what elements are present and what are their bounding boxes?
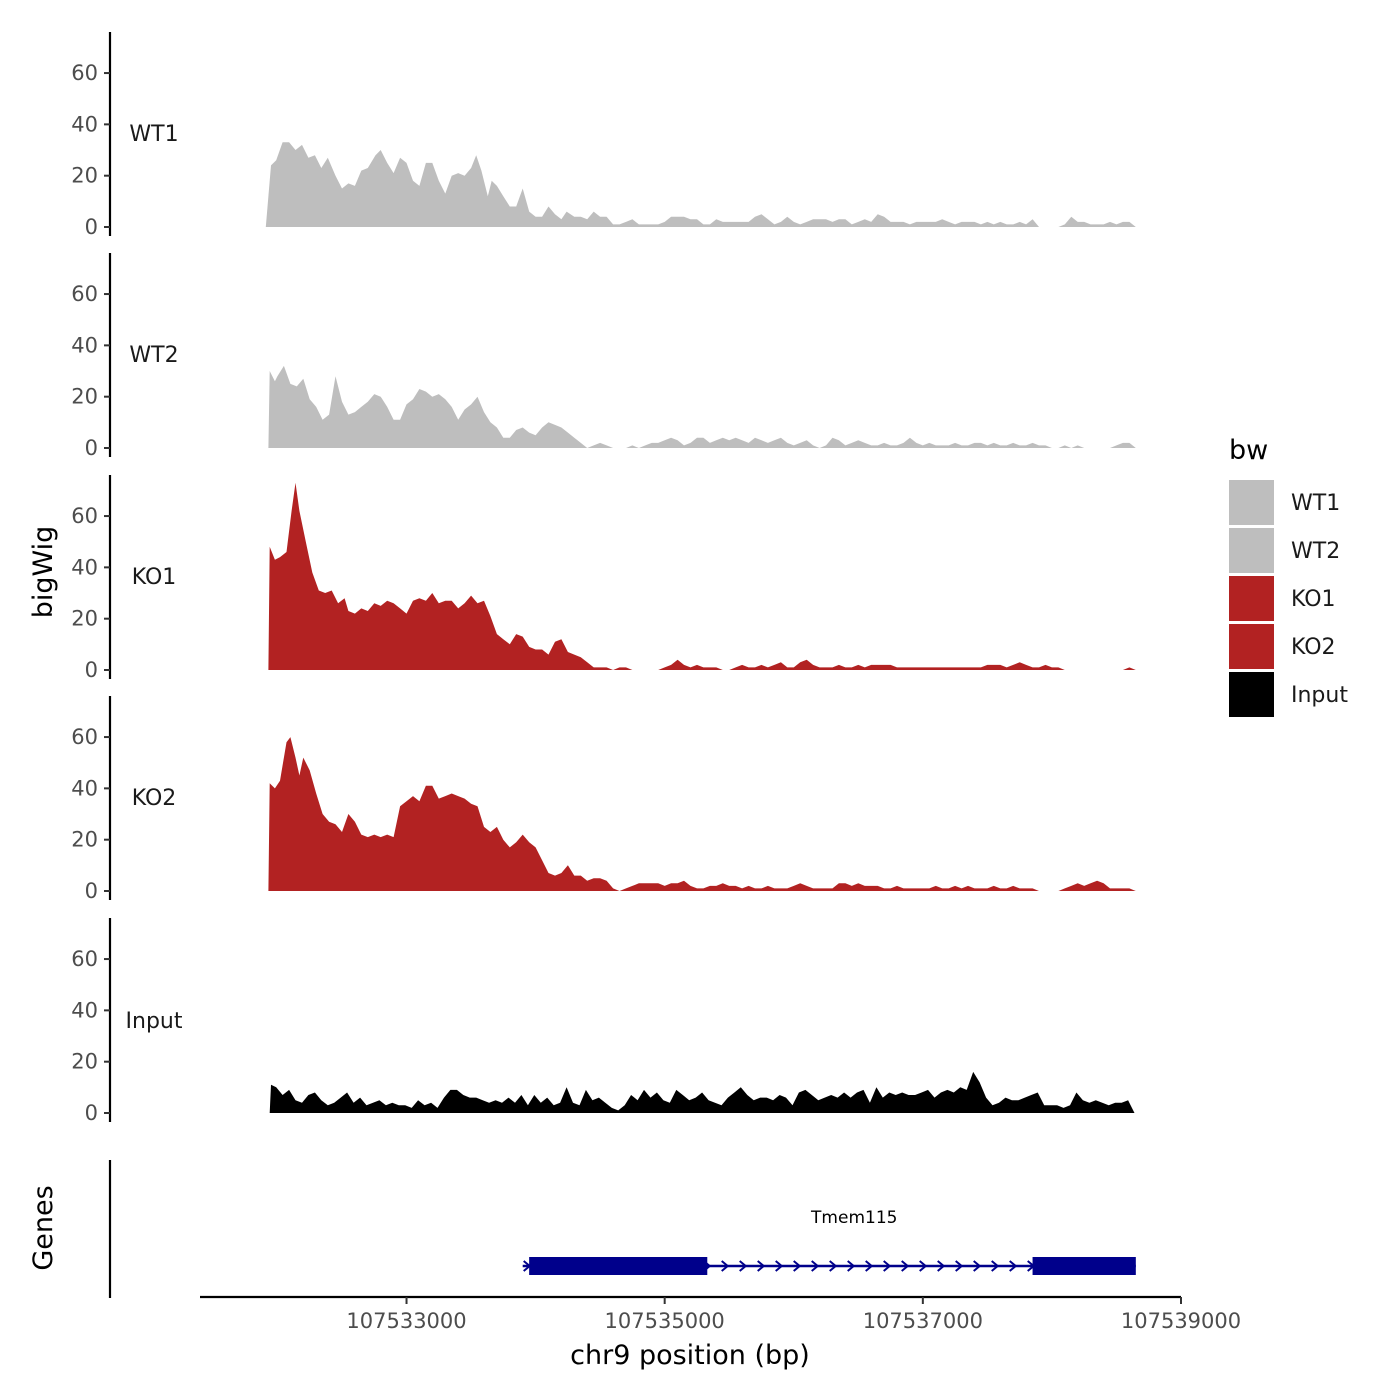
- strand-arrow: [1009, 1260, 1018, 1272]
- y-tick-label: 60: [71, 947, 98, 971]
- genes-layer: Tmem115: [108, 1160, 1136, 1298]
- legend-label: WT2: [1291, 539, 1340, 564]
- gene-name-label: Tmem115: [810, 1208, 897, 1228]
- x-tick-label: 107533000: [346, 1309, 466, 1333]
- strand-arrow: [721, 1260, 730, 1272]
- legend: bw WT1 WT2 KO1 KO2 Input: [1229, 435, 1348, 717]
- legend-entry-wt1: WT1: [1229, 480, 1340, 525]
- strand-arrow: [973, 1260, 982, 1272]
- track-ko2: 0 20 40 60 KO2: [71, 696, 1136, 903]
- y-tick-label: 20: [71, 828, 98, 852]
- y-tick-label: 40: [71, 998, 98, 1022]
- y-tick-label: 40: [71, 112, 98, 136]
- strand-arrow: [757, 1260, 766, 1272]
- strand-arrow: [775, 1260, 784, 1272]
- strand-arrow: [811, 1260, 820, 1272]
- strand-arrow: [901, 1260, 910, 1272]
- strand-arrow: [919, 1260, 928, 1272]
- track-label: WT1: [129, 122, 178, 147]
- strand-arrow: [739, 1260, 748, 1272]
- strand-arrow: [829, 1260, 838, 1272]
- y-tick-label: 0: [85, 436, 98, 460]
- legend-swatch: [1229, 624, 1274, 669]
- x-tick-label: 107535000: [605, 1309, 725, 1333]
- track-wt1: 0 20 40 60 WT1: [71, 32, 1136, 239]
- y-tick-label: 40: [71, 555, 98, 579]
- strand-arrow: [937, 1260, 946, 1272]
- y-tick-label: 60: [71, 61, 98, 85]
- exon: [529, 1257, 708, 1275]
- strand-arrow: [991, 1260, 1000, 1272]
- coverage-area-wt1: [265, 142, 1136, 227]
- y-tick-label: 20: [71, 607, 98, 631]
- gene-tmem115: Tmem115: [522, 1208, 1136, 1275]
- legend-swatch: [1229, 528, 1274, 573]
- x-tick-label: 107539000: [1121, 1309, 1241, 1333]
- legend-entry-ko1: KO1: [1229, 576, 1336, 621]
- y-tick-label: 20: [71, 1050, 98, 1074]
- genes-axis-title: Genes: [28, 1185, 59, 1270]
- exon: [1032, 1257, 1136, 1275]
- track-ko1: 0 20 40 60 KO1: [71, 475, 1136, 682]
- track-label: KO2: [132, 786, 177, 811]
- legend-label: KO1: [1291, 587, 1336, 612]
- y-tick-label: 40: [71, 776, 98, 800]
- y-tick-label: 60: [71, 282, 98, 306]
- coverage-area-ko1: [268, 482, 1136, 670]
- legend-label: KO2: [1291, 635, 1336, 660]
- strand-arrow: [955, 1260, 964, 1272]
- y-tick-label: 20: [71, 385, 98, 409]
- legend-entry-wt2: WT2: [1229, 528, 1340, 573]
- legend-entry-input: Input: [1229, 672, 1348, 717]
- coverage-area-ko2: [268, 737, 1136, 891]
- y-tick-label: 40: [71, 333, 98, 357]
- legend-swatch: [1229, 480, 1274, 525]
- track-wt2: 0 20 40 60 WT2: [71, 253, 1136, 460]
- track-input: 0 20 40 60 Input: [71, 918, 1135, 1125]
- track-label: WT2: [129, 343, 178, 368]
- x-axis: 107533000 107535000 107537000 107539000: [200, 1295, 1241, 1333]
- legend-swatch: [1229, 672, 1274, 717]
- y-tick-label: 20: [71, 164, 98, 188]
- y-tick-label: 0: [85, 215, 98, 239]
- strand-arrow: [847, 1260, 856, 1272]
- y-tick-label: 0: [85, 879, 98, 903]
- tracks-layer: 0 20 40 60 WT1 0 20 40 60 WT2 0 20 40 60 KO1 0 20 40 60 KO2…: [71, 32, 1136, 1125]
- y-tick-label: 0: [85, 1101, 98, 1125]
- legend-title: bw: [1229, 435, 1268, 466]
- strand-arrow: [883, 1260, 892, 1272]
- strand-arrow: [793, 1260, 802, 1272]
- y-tick-label: 60: [71, 504, 98, 528]
- strand-arrow: [865, 1260, 874, 1272]
- legend-label: WT1: [1291, 491, 1340, 516]
- x-tick-label: 107537000: [863, 1309, 983, 1333]
- x-axis-title: chr9 position (bp): [570, 1340, 810, 1371]
- y-tick-label: 0: [85, 658, 98, 682]
- legend-label: Input: [1291, 683, 1348, 708]
- track-label: Input: [126, 1009, 183, 1034]
- y-axis-title: bigWig: [28, 526, 59, 619]
- y-tick-label: 60: [71, 725, 98, 749]
- coverage-area-input: [269, 1071, 1135, 1113]
- legend-swatch: [1229, 576, 1274, 621]
- coverage-area-wt2: [268, 365, 1136, 448]
- track-label: KO1: [132, 565, 177, 590]
- legend-entry-ko2: KO2: [1229, 624, 1336, 669]
